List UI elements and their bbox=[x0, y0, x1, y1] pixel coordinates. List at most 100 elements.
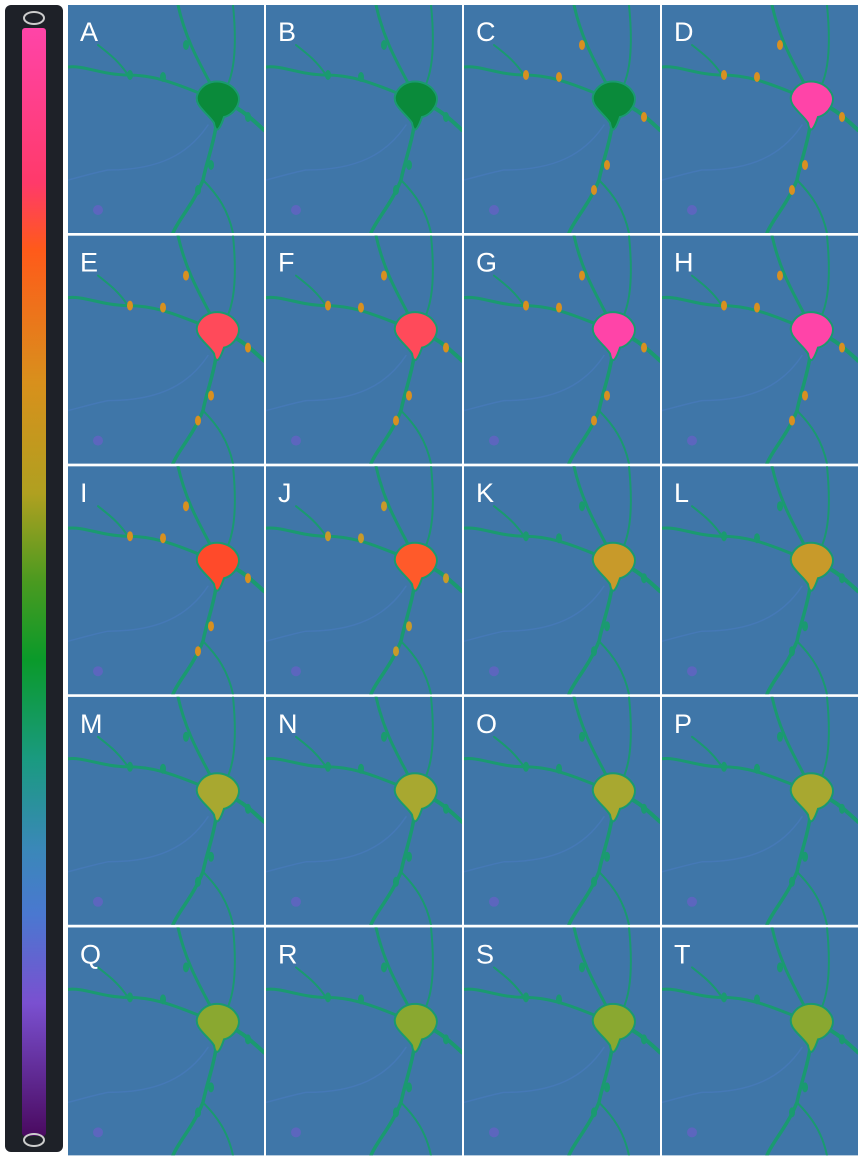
varicosity bbox=[523, 301, 529, 311]
varicosity bbox=[443, 1034, 449, 1044]
panel-label: L bbox=[674, 478, 689, 508]
varicosity bbox=[789, 646, 795, 656]
artifact bbox=[291, 1127, 301, 1137]
artifact bbox=[291, 897, 301, 907]
varicosity bbox=[325, 992, 331, 1002]
varicosity bbox=[127, 992, 133, 1002]
panel: L bbox=[662, 466, 858, 695]
varicosity bbox=[579, 962, 585, 972]
varicosity bbox=[160, 764, 166, 774]
varicosity bbox=[443, 343, 449, 353]
varicosity bbox=[802, 160, 808, 170]
varicosity bbox=[721, 301, 727, 311]
artifact bbox=[93, 436, 103, 446]
varicosity bbox=[160, 994, 166, 1004]
panel-label: B bbox=[278, 17, 296, 47]
varicosity bbox=[802, 852, 808, 862]
varicosity bbox=[523, 762, 529, 772]
varicosity bbox=[358, 533, 364, 543]
varicosity bbox=[754, 303, 760, 313]
varicosity bbox=[358, 303, 364, 313]
varicosity bbox=[641, 343, 647, 353]
varicosity bbox=[591, 185, 597, 195]
varicosity bbox=[208, 621, 214, 631]
panel-label: D bbox=[674, 17, 694, 47]
varicosity bbox=[556, 994, 562, 1004]
panel-label: T bbox=[674, 939, 691, 969]
artifact bbox=[687, 436, 697, 446]
varicosity bbox=[579, 501, 585, 511]
varicosity bbox=[556, 72, 562, 82]
varicosity bbox=[393, 416, 399, 426]
varicosity bbox=[591, 877, 597, 887]
panel-label: H bbox=[674, 248, 694, 278]
varicosity bbox=[127, 301, 133, 311]
artifact bbox=[687, 1127, 697, 1137]
varicosity bbox=[591, 1107, 597, 1117]
varicosity bbox=[325, 70, 331, 80]
varicosity bbox=[839, 1034, 845, 1044]
varicosity bbox=[591, 646, 597, 656]
varicosity bbox=[754, 994, 760, 1004]
panel-label: A bbox=[80, 17, 98, 47]
varicosity bbox=[358, 764, 364, 774]
panel-label: P bbox=[674, 709, 692, 739]
varicosity bbox=[393, 877, 399, 887]
varicosity bbox=[443, 573, 449, 583]
panel-label: O bbox=[476, 709, 497, 739]
varicosity bbox=[754, 72, 760, 82]
varicosity bbox=[393, 1107, 399, 1117]
varicosity bbox=[556, 764, 562, 774]
varicosity bbox=[381, 962, 387, 972]
varicosity bbox=[556, 533, 562, 543]
panel: F bbox=[266, 236, 462, 465]
varicosity bbox=[245, 573, 251, 583]
varicosity bbox=[195, 416, 201, 426]
varicosity bbox=[579, 271, 585, 281]
panel-label: J bbox=[278, 478, 292, 508]
varicosity bbox=[208, 391, 214, 401]
panel-label: G bbox=[476, 248, 497, 278]
artifact bbox=[93, 1127, 103, 1137]
artifact bbox=[291, 666, 301, 676]
varicosity bbox=[406, 391, 412, 401]
varicosity bbox=[245, 112, 251, 122]
panel: O bbox=[464, 697, 660, 926]
panel: G bbox=[464, 236, 660, 465]
varicosity bbox=[789, 877, 795, 887]
varicosity bbox=[579, 40, 585, 50]
varicosity bbox=[721, 992, 727, 1002]
colorbar bbox=[22, 28, 46, 1136]
varicosity bbox=[604, 1082, 610, 1092]
varicosity bbox=[406, 852, 412, 862]
varicosity bbox=[641, 804, 647, 814]
varicosity bbox=[604, 160, 610, 170]
panel-label: K bbox=[476, 478, 494, 508]
varicosity bbox=[604, 621, 610, 631]
panel: P bbox=[662, 697, 858, 926]
panel: T bbox=[662, 927, 858, 1156]
varicosity bbox=[393, 185, 399, 195]
varicosity bbox=[381, 271, 387, 281]
varicosity bbox=[721, 70, 727, 80]
varicosity bbox=[160, 533, 166, 543]
artifact bbox=[489, 897, 499, 907]
panel: D bbox=[662, 5, 858, 234]
varicosity bbox=[443, 804, 449, 814]
varicosity bbox=[591, 416, 597, 426]
varicosity bbox=[789, 416, 795, 426]
artifact bbox=[489, 205, 499, 215]
panel-label: Q bbox=[80, 939, 101, 969]
varicosity bbox=[721, 531, 727, 541]
varicosity bbox=[160, 303, 166, 313]
varicosity bbox=[839, 804, 845, 814]
varicosity bbox=[160, 72, 166, 82]
panel-label: F bbox=[278, 248, 295, 278]
varicosity bbox=[777, 732, 783, 742]
varicosity bbox=[183, 40, 189, 50]
varicosity bbox=[523, 992, 529, 1002]
varicosity bbox=[406, 1082, 412, 1092]
artifact bbox=[489, 436, 499, 446]
varicosity bbox=[325, 531, 331, 541]
panel-label: S bbox=[476, 939, 494, 969]
